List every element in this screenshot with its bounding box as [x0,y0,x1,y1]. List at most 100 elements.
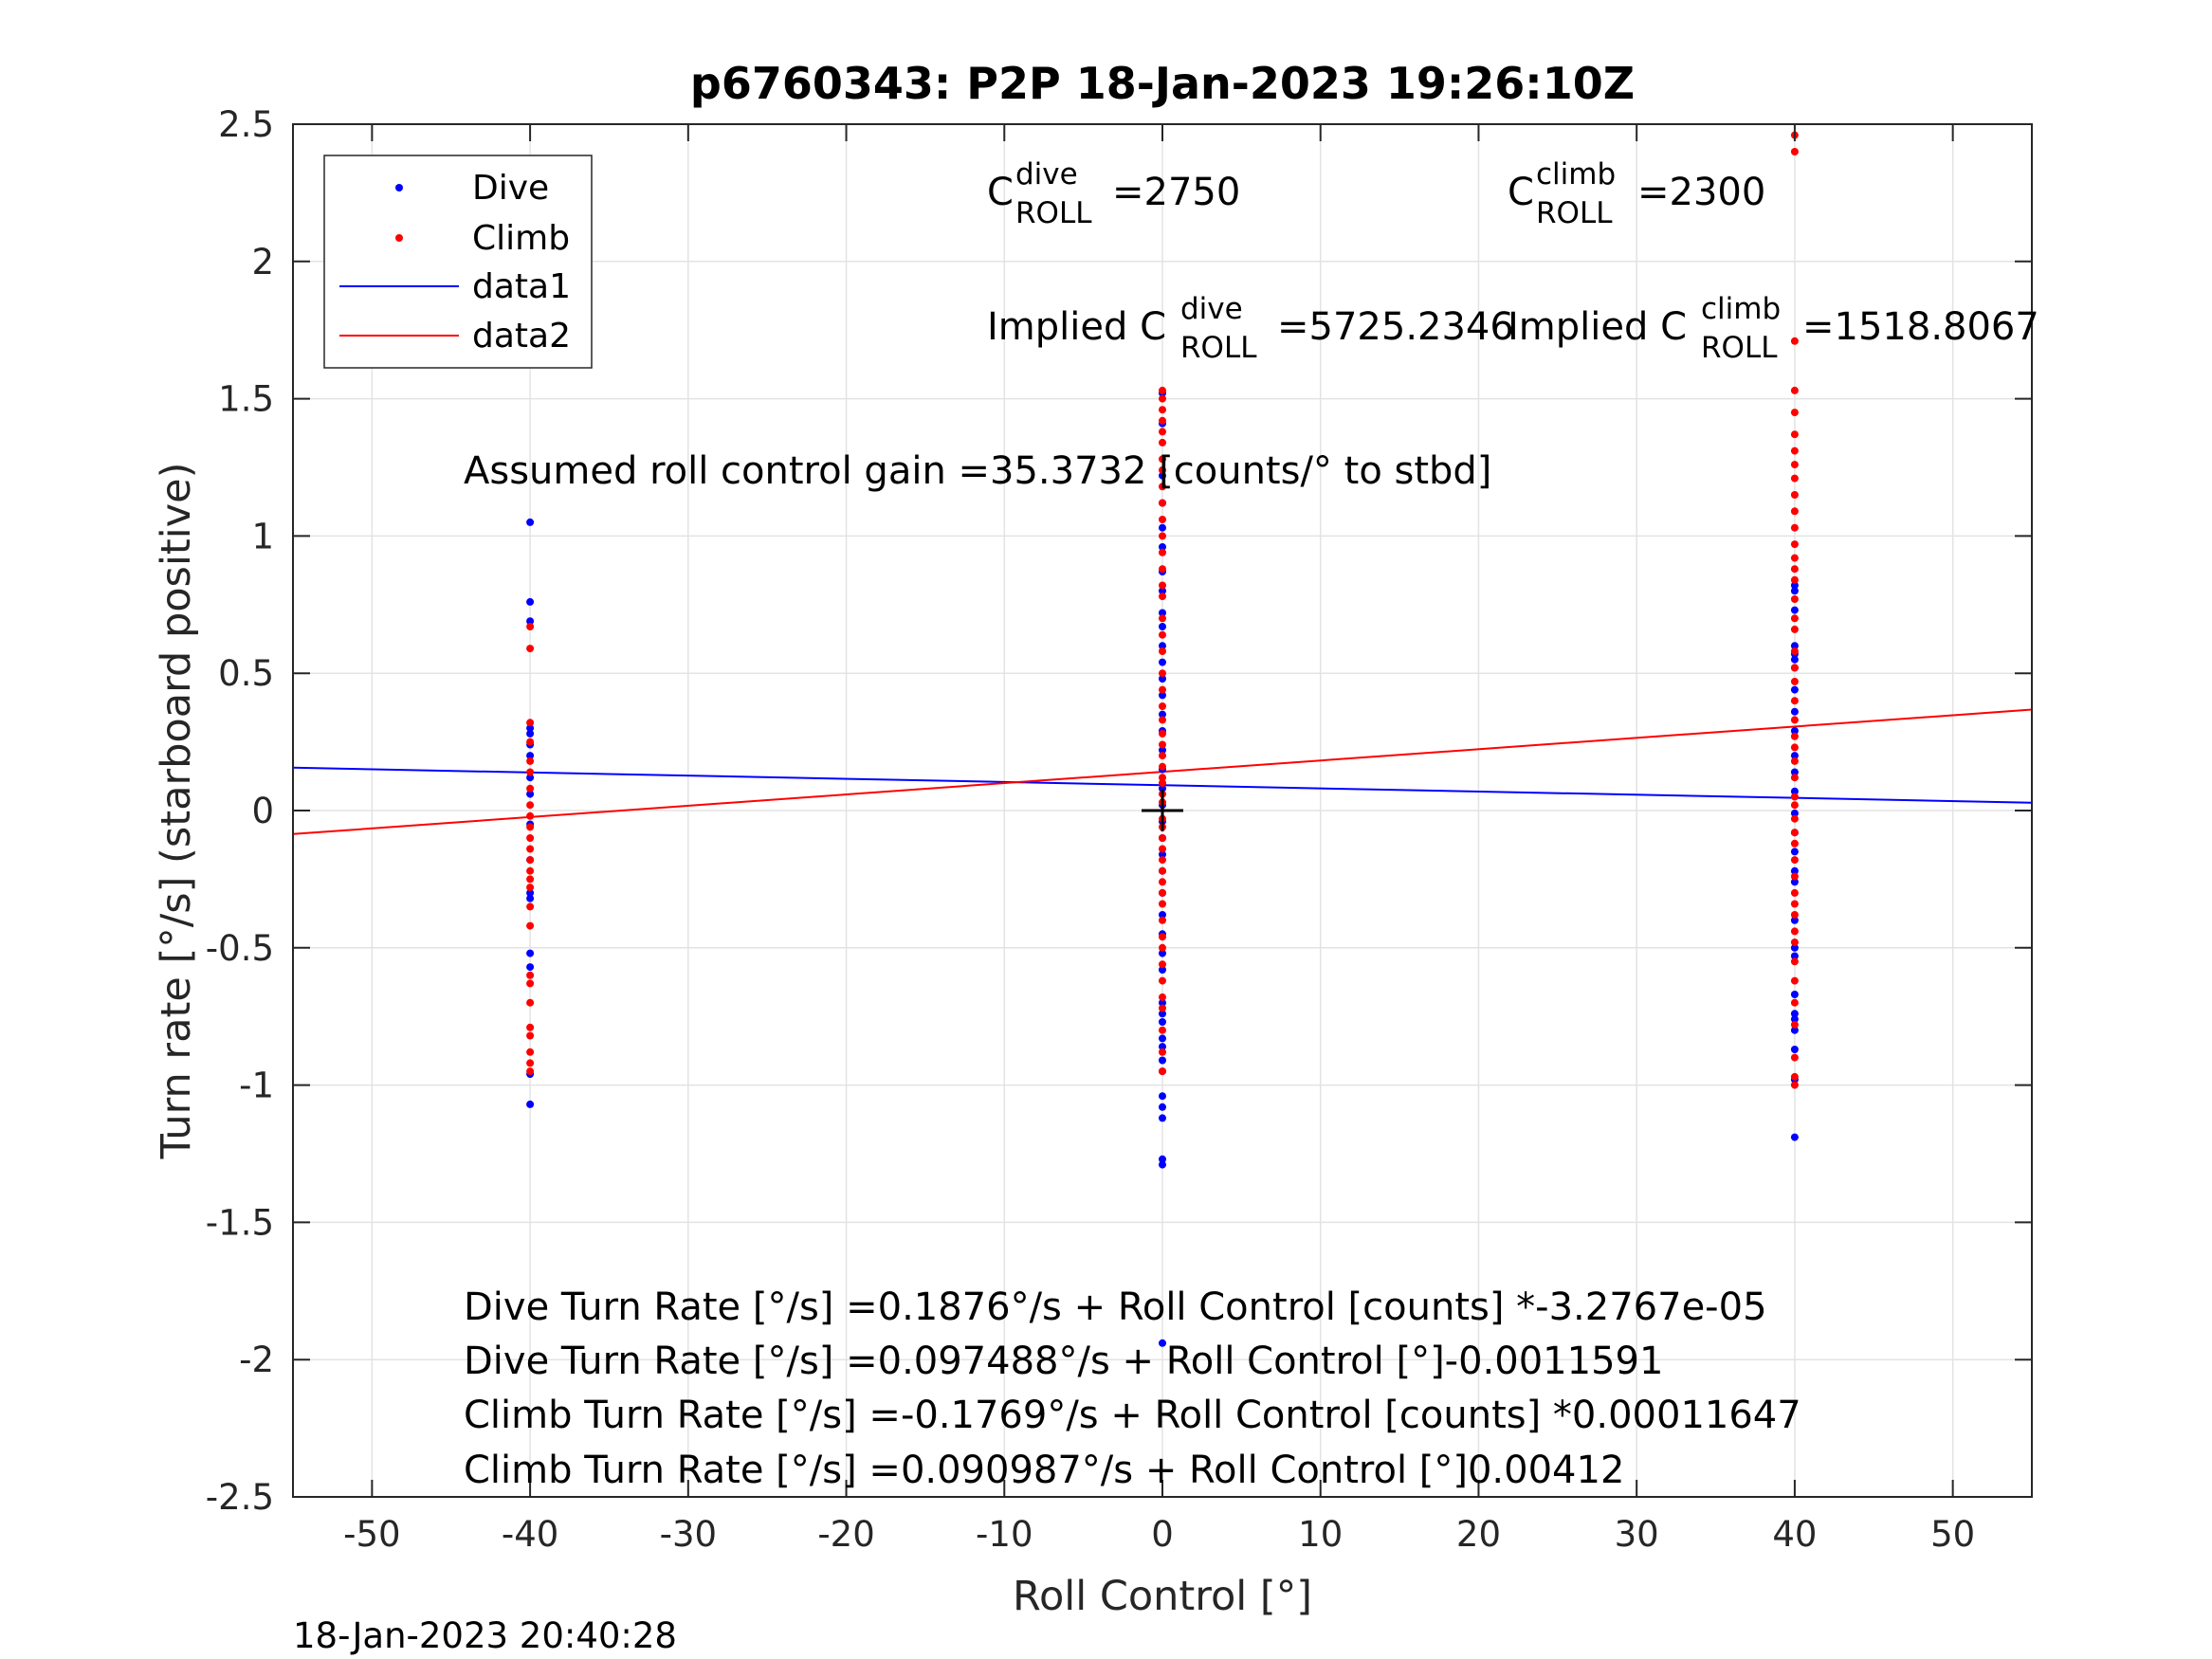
dive-point [1159,523,1166,532]
dive-point [1790,916,1799,924]
y-tick-label: 0.5 [218,653,274,694]
climb-point [526,1023,535,1031]
climb-point [1790,743,1799,752]
dive-point [526,729,535,738]
climb-point [1159,976,1166,985]
dive-point [526,597,535,606]
dive-point [1159,675,1166,683]
climb-point [1790,900,1799,908]
legend-climb-swatch [395,234,403,242]
climb-point [1790,793,1799,801]
implied-dive-annotation: Implied C dive ROLL =5725.2346 [987,292,1514,365]
climb-point [1159,406,1166,414]
dive-point [1159,1018,1166,1026]
climb-point [1790,409,1799,417]
climb-point [526,998,535,1007]
climb-point [1159,438,1166,447]
legend: Dive Climb data1 data2 [323,155,593,369]
dive-point [1159,850,1166,859]
x-axis-label: Roll Control [°] [1013,1573,1312,1620]
timestamp: 18-Jan-2023 20:40:28 [293,1615,677,1656]
climb-point [526,902,535,911]
climb-point [526,738,535,746]
climb-point [526,1031,535,1040]
y-tick-label: 1.5 [218,379,274,420]
dive-point [1790,581,1799,590]
x-tick-label: 40 [1772,1514,1817,1555]
dive-point [1159,784,1166,793]
climb-point [1790,1081,1799,1089]
dive-point [1159,1056,1166,1065]
dive-point [1159,1034,1166,1043]
legend-dive-label: Dive [472,169,549,208]
climb-point [1790,697,1799,705]
climb-point [1159,1026,1166,1034]
climb-point [1790,148,1799,155]
climb-point [1790,757,1799,765]
y-tick-label: -2.5 [206,1477,274,1518]
climb-point [1790,872,1799,881]
climb-point [1159,1048,1166,1056]
dive-point [1790,642,1799,650]
climb-point [526,768,535,776]
x-tick-label: 10 [1298,1514,1343,1555]
dive-point [526,888,535,897]
c-roll-climb-sub: ROLL [1536,196,1613,230]
y-tick-label: 1 [251,516,274,556]
dive-point [1790,1046,1799,1053]
climb-point [1159,1067,1166,1076]
climb-point [1159,762,1166,771]
climb-point [526,971,535,979]
climb-point [1159,1004,1166,1012]
climb-point [526,921,535,930]
dive-point [1790,1010,1799,1018]
climb-point [1159,702,1166,710]
dive-point [1159,1114,1166,1122]
y-tick-label: -2 [239,1340,274,1380]
climb-point [1790,927,1799,936]
climb-point [526,979,535,988]
climb-point [1159,630,1166,639]
climb-point [1159,647,1166,655]
x-tick-label: 30 [1615,1514,1659,1555]
climb-point [1790,491,1799,499]
climb-point [1790,1072,1799,1081]
legend-data2-label: data2 [472,317,571,356]
climb-point [1159,428,1166,436]
climb-point [1159,455,1166,464]
climb-point [1790,957,1799,966]
implied-dive-value: =5725.2346 [1277,305,1514,349]
x-tick-label: -20 [817,1514,874,1555]
climb-point [1159,888,1166,897]
dive-point [1790,768,1799,776]
implied-climb-sup: climb [1701,292,1781,326]
x-tick-labels: -50 -40 -30 -20 -10 0 10 20 30 40 50 [343,1514,1975,1555]
dive-point [1159,710,1166,719]
climb-point [1790,447,1799,455]
climb-point [1790,565,1799,574]
implied-climb-sub: ROLL [1701,331,1778,365]
dive-point [1159,471,1166,480]
climb-point [526,884,535,892]
climb-point [1790,839,1799,848]
climb-point [1159,416,1166,425]
x-tick-label: 20 [1456,1514,1501,1555]
climb-point [1159,465,1166,474]
dive-point [1159,1043,1166,1051]
dive-point [1159,642,1166,650]
y-tick-label: -1.5 [206,1202,274,1243]
c-roll-dive-base: C [987,171,1014,214]
climb-point [1159,548,1166,556]
climb-point [1790,461,1799,469]
implied-climb-annotation: Implied C climb ROLL =1518.8067 [1508,292,2039,365]
y-tick-label: 0 [251,791,274,831]
climb-point [526,801,535,810]
climb-point [1790,386,1799,394]
dive-point [1790,952,1799,960]
climb-point [1790,732,1799,740]
dive-point [1790,727,1799,735]
climb-point [1159,386,1166,394]
climb-point [1159,614,1166,623]
climb-point [1790,507,1799,516]
climb-point [1790,911,1799,919]
